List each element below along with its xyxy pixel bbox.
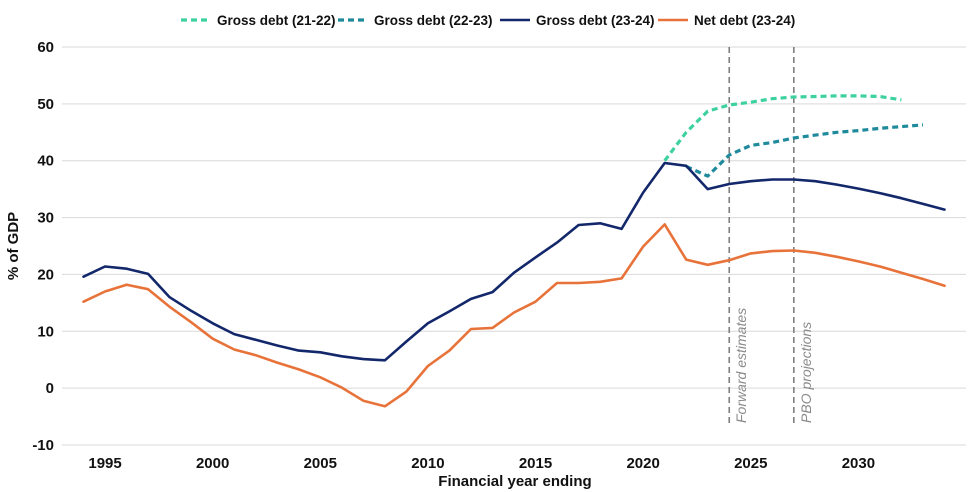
- legend-label: Net debt (23-24): [694, 13, 795, 28]
- series-lines: [82, 94, 946, 408]
- x-tick-label: 2020: [626, 455, 659, 472]
- series-line-4: [82, 223, 946, 408]
- x-tick-label: 2015: [519, 455, 552, 472]
- legend-label: Gross debt (22-23): [374, 13, 493, 28]
- y-tick-label: 0: [46, 380, 54, 397]
- reference-lines: Forward estimates PBO projections: [728, 47, 814, 425]
- y-tick-label: 50: [37, 96, 54, 113]
- y-tick-label: 10: [37, 323, 54, 340]
- series-line-2: [685, 123, 924, 178]
- x-tick-label: 1995: [88, 455, 121, 472]
- y-tick-label: 30: [37, 210, 54, 227]
- series-line-1: [663, 94, 902, 162]
- x-axis-title: Financial year ending: [438, 473, 591, 490]
- y-tick-label: -10: [32, 437, 54, 454]
- x-tick-label: 2025: [734, 455, 767, 472]
- series-line-3: [82, 161, 946, 362]
- x-tick-label: 2030: [842, 455, 875, 472]
- gridlines: [62, 46, 966, 446]
- y-tick-label: 60: [37, 39, 54, 56]
- legend-label: Gross debt (21-22): [217, 13, 336, 28]
- annotation-label: PBO projections: [798, 322, 814, 423]
- legend-label: Gross debt (23-24): [536, 13, 655, 28]
- annotation-label: Forward estimates: [733, 308, 749, 423]
- y-axis-title: % of GDP: [5, 212, 22, 280]
- x-tick-label: 2000: [196, 455, 229, 472]
- x-tick-label: 2005: [304, 455, 337, 472]
- y-tick-label: 20: [37, 266, 54, 283]
- y-tick-label: 40: [37, 153, 54, 170]
- legend: Gross debt (21-22) Gross debt (22-23) Gros…: [181, 13, 795, 28]
- x-tick-label: 2010: [411, 455, 444, 472]
